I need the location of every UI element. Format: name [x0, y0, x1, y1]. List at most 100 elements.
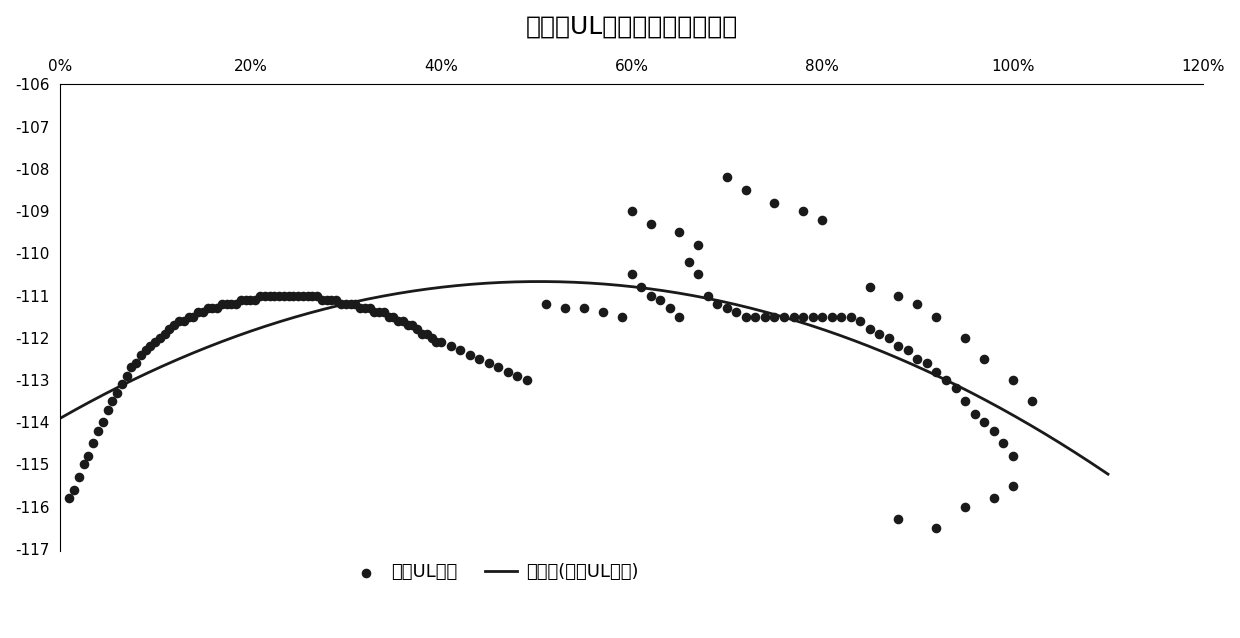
室外UL干扰 [908, 354, 928, 364]
室外UL干扰 [707, 299, 727, 309]
室外UL干扰 [336, 299, 356, 309]
室外UL干扰 [727, 308, 746, 318]
室外UL干扰 [593, 308, 613, 318]
室外UL干扰 [184, 311, 203, 322]
室外UL干扰 [288, 290, 308, 300]
室外UL干扰 [212, 299, 232, 309]
室外UL干扰 [450, 345, 470, 355]
室外UL干扰 [264, 290, 284, 300]
室外UL干扰 [126, 358, 146, 368]
室外UL干扰 [165, 320, 185, 330]
室外UL干扰 [765, 198, 785, 208]
室外UL干扰 [879, 332, 899, 343]
室外UL干扰 [69, 472, 89, 482]
室外UL干扰 [346, 299, 366, 309]
室外UL干扰 [360, 303, 379, 313]
室外UL干扰 [440, 341, 460, 352]
室外UL干扰 [631, 282, 651, 292]
室外UL干扰 [765, 311, 785, 322]
多项式(室外UL干扰) [559, 278, 574, 286]
室外UL干扰 [193, 308, 213, 318]
室外UL干扰 [784, 311, 804, 322]
室外UL干扰 [859, 282, 879, 292]
室外UL干扰 [398, 320, 418, 330]
室外UL干扰 [812, 214, 832, 225]
室外UL干扰 [269, 290, 289, 300]
室外UL干扰 [898, 345, 918, 355]
室外UL干扰 [660, 303, 680, 313]
室外UL干扰 [955, 332, 975, 343]
室外UL干扰 [489, 362, 508, 373]
室外UL干扰 [926, 366, 946, 376]
室外UL干扰 [117, 371, 136, 381]
室外UL干扰 [160, 324, 180, 334]
室外UL干扰 [341, 299, 361, 309]
室外UL干扰 [326, 295, 346, 305]
室外UL干扰 [888, 514, 908, 524]
室外UL干扰 [350, 303, 370, 313]
室外UL干扰 [688, 240, 708, 250]
室外UL干扰 [150, 332, 170, 343]
室外UL干扰 [869, 329, 889, 339]
室外UL干扰 [293, 290, 312, 300]
室外UL干扰 [122, 362, 141, 373]
室外UL干扰 [103, 396, 123, 406]
室外UL干扰 [955, 396, 975, 406]
室外UL干扰 [365, 308, 384, 318]
室外UL干扰 [965, 409, 985, 419]
室外UL干扰 [241, 295, 260, 305]
多项式(室外UL干扰) [1101, 470, 1116, 478]
室外UL干扰 [145, 337, 165, 347]
室外UL干扰 [412, 329, 432, 339]
室外UL干扰 [169, 316, 188, 326]
室外UL干扰 [1003, 451, 1023, 461]
室外UL干扰 [774, 311, 794, 322]
室外UL干扰 [93, 417, 113, 427]
室外UL干扰 [298, 290, 317, 300]
室外UL干扰 [378, 311, 398, 322]
室外UL干扰 [737, 311, 756, 322]
室外UL干扰 [83, 438, 103, 449]
室外UL干扰 [388, 316, 408, 326]
室外UL干扰 [621, 206, 641, 216]
室外UL干扰 [155, 329, 175, 339]
室外UL干扰 [1003, 375, 1023, 385]
室外UL干扰 [802, 311, 822, 322]
室外UL干扰 [403, 320, 423, 330]
多项式(室外UL干扰) [678, 290, 693, 298]
室外UL干扰 [226, 299, 246, 309]
室外UL干扰 [331, 299, 351, 309]
室外UL干扰 [926, 311, 946, 322]
室外UL干扰 [831, 311, 851, 322]
室外UL干扰 [188, 308, 208, 318]
室外UL干扰 [64, 485, 84, 495]
室外UL干扰 [140, 341, 160, 352]
室外UL干扰 [279, 290, 299, 300]
Line: 多项式(室外UL干扰): 多项式(室外UL干扰) [60, 281, 1109, 474]
室外UL干扰 [812, 311, 832, 322]
室外UL干扰 [926, 523, 946, 533]
多项式(室外UL干扰) [1078, 455, 1092, 463]
室外UL干扰 [259, 290, 279, 300]
多项式(室外UL干扰) [621, 283, 636, 290]
室外UL干扰 [308, 290, 327, 300]
室外UL干扰 [316, 295, 336, 305]
室外UL干扰 [841, 311, 861, 322]
室外UL干扰 [74, 459, 94, 470]
室外UL干扰 [432, 337, 451, 347]
室外UL干扰 [231, 295, 250, 305]
室外UL干扰 [698, 290, 718, 300]
室外UL干扰 [650, 295, 670, 305]
室外UL干扰 [497, 366, 517, 376]
室外UL干扰 [174, 316, 193, 326]
室外UL干扰 [355, 303, 374, 313]
室外UL干扰 [383, 311, 403, 322]
室外UL干扰 [975, 354, 994, 364]
Title: 室内外UL干扰随负荷变化情况: 室内外UL干扰随负荷变化情况 [526, 15, 738, 39]
室外UL干扰 [393, 316, 413, 326]
多项式(室外UL干扰) [52, 415, 67, 422]
室外UL干扰 [1022, 396, 1042, 406]
室外UL干扰 [88, 426, 108, 436]
室外UL干扰 [417, 329, 436, 339]
室外UL干扰 [370, 308, 389, 318]
